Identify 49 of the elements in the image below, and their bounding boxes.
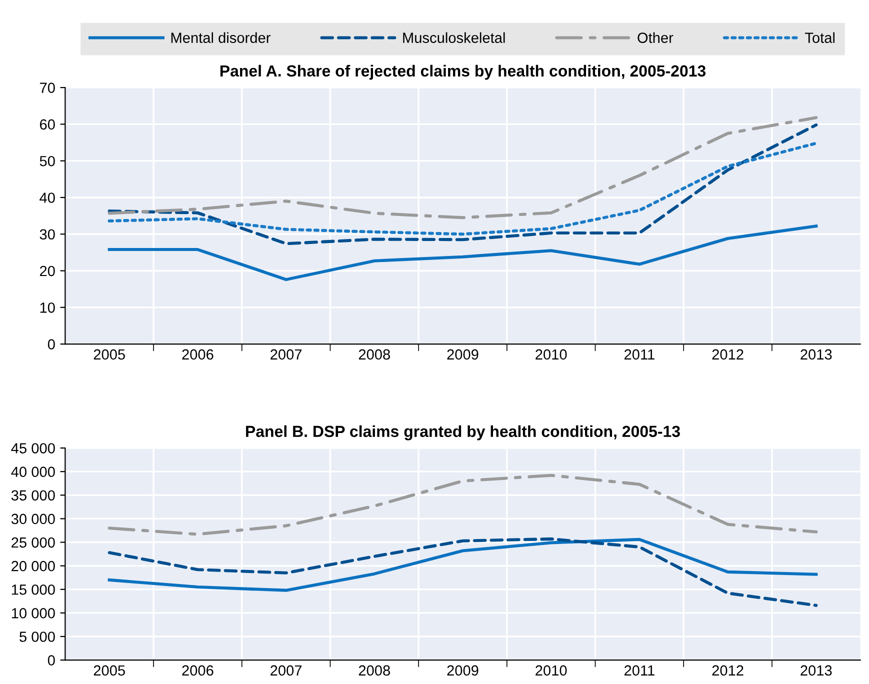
legend-label: Musculoskeletal	[403, 32, 505, 43]
chart-title: Panel B. DSP claims granted by health condition, 2005-13	[246, 425, 680, 440]
x-tick-label: 2009	[447, 665, 478, 676]
line-series	[108, 224, 818, 282]
x-tick-label: 2007	[270, 349, 302, 360]
y-tick-label: 0	[48, 655, 55, 666]
y-tick-label: 5 000	[20, 632, 55, 642]
x-tick-label: 2013	[800, 665, 832, 676]
y-tick-label: 10	[40, 302, 55, 313]
x-tick-label: 2006	[182, 665, 214, 676]
x-tick-label: 2013	[800, 349, 832, 360]
chart-title: Panel A. Share of rejected claims by health condition, 2005-2013	[220, 64, 706, 80]
x-tick-label: 2006	[182, 349, 214, 360]
y-tick-label: 50	[40, 156, 55, 166]
x-tick-label: 2009	[447, 349, 478, 360]
y-tick-label: 35 000	[11, 490, 55, 501]
y-tick-label: 20	[40, 266, 55, 276]
x-tick-label: 2011	[624, 349, 654, 360]
y-tick-label: 40 000	[11, 466, 55, 478]
y-tick-label: 15 000	[12, 584, 55, 595]
y-tick-label: 30	[40, 229, 55, 240]
x-tick-label: 2005	[94, 349, 125, 360]
legend-label: Total	[805, 32, 835, 43]
y-tick-label: 25 000	[12, 537, 55, 548]
x-tick-label: 2011	[624, 665, 654, 676]
x-tick-label: 2007	[270, 665, 302, 676]
line-series	[108, 537, 818, 607]
line-series	[108, 116, 818, 220]
y-tick-label: 30 000	[11, 514, 55, 524]
y-tick-label: 60	[40, 119, 55, 130]
x-tick-label: 2012	[712, 349, 744, 360]
y-tick-label: 45 000	[11, 443, 55, 454]
y-tick-label: 40	[40, 192, 55, 203]
legend-label: Mental disorder	[171, 32, 270, 43]
x-tick-label: 2008	[358, 349, 390, 360]
line-series	[108, 538, 818, 592]
line-series	[108, 142, 818, 236]
line-series	[108, 123, 818, 246]
y-tick-label: 0	[48, 339, 55, 350]
x-tick-label: 2010	[536, 665, 567, 676]
x-tick-label: 2008	[358, 665, 390, 676]
y-tick-label: 20 000	[12, 560, 55, 572]
y-tick-label: 70	[40, 82, 55, 93]
line-series	[108, 474, 818, 536]
legend-label: Other	[638, 32, 674, 43]
x-tick-label: 2005	[94, 665, 125, 676]
x-tick-label: 2012	[712, 665, 744, 676]
y-tick-label: 10 000	[12, 608, 55, 618]
x-tick-label: 2010	[536, 349, 567, 360]
